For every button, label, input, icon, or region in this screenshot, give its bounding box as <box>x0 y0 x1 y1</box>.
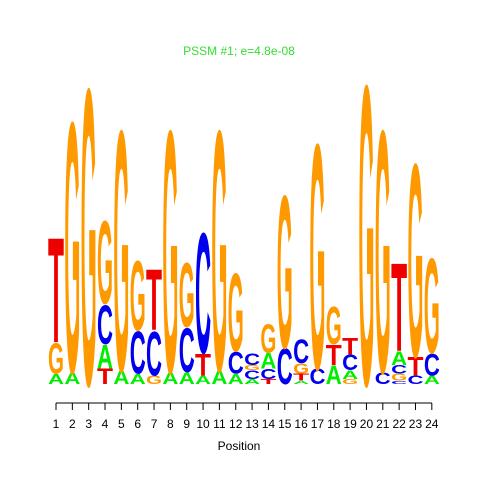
glyph-pos-2-A-0: A <box>64 369 80 388</box>
glyph-pos-9-C-1: C <box>179 316 195 387</box>
glyph-pos-20-G-0: G <box>358 0 374 476</box>
glyph-pos-14-G-3: G <box>260 316 276 362</box>
glyph-pos-23-G-2: G <box>407 106 423 415</box>
glyph-pos-4-T-0: T <box>97 365 113 389</box>
glyph-pos-19-T-3: T <box>342 333 359 360</box>
glyph-pos-13-C-1: C <box>244 368 260 382</box>
glyph-pos-23-T-1: T <box>407 351 423 381</box>
glyph-pos-19-G-0: G <box>342 378 358 386</box>
glyph-pos-6-A-0: A <box>130 371 147 387</box>
glyph-pos-14-T-0: T <box>260 378 276 386</box>
glyph-pos-19-C-2: C <box>342 350 358 375</box>
x-tick-label-12: 12 <box>229 417 243 431</box>
glyph-pos-5-A-0: A <box>113 367 129 388</box>
glyph-pos-1-G-1: G <box>48 335 64 384</box>
glyph-pos-18-T-1: T <box>326 339 342 372</box>
x-tick-label-21: 21 <box>376 417 390 431</box>
x-tick-label-19: 19 <box>343 417 357 431</box>
x-tick-label-14: 14 <box>262 417 276 431</box>
glyph-pos-18-G-2: G <box>326 295 342 356</box>
glyph-pos-11-A-0: A <box>211 367 227 388</box>
glyph-pos-17-C-0: C <box>309 364 325 389</box>
x-tick-label-5: 5 <box>118 417 125 431</box>
x-tick-label-4: 4 <box>102 417 109 431</box>
glyph-pos-6-G-2: G <box>130 241 146 352</box>
glyph-pos-9-A-0: A <box>179 369 195 388</box>
glyph-pos-21-C-0: C <box>375 369 391 388</box>
glyph-pos-8-G-1: G <box>162 60 178 447</box>
x-tick-label-10: 10 <box>196 417 210 431</box>
x-tick-label-2: 2 <box>69 417 76 431</box>
glyph-pos-1-T-2: T <box>48 206 64 375</box>
glyph-pos-10-A-0: A <box>195 373 211 387</box>
glyph-pos-13-G-2: G <box>244 364 260 372</box>
glyph-pos-7-G-0: G <box>146 373 162 387</box>
glyph-pos-5-G-1: G <box>113 58 129 443</box>
x-tick-label-9: 9 <box>183 417 190 431</box>
glyph-pos-14-C-1: C <box>260 366 276 382</box>
glyph-pos-22-T-4: T <box>391 239 407 379</box>
x-tick-label-11: 11 <box>213 417 226 431</box>
glyph-pos-2-G-1: G <box>64 47 80 448</box>
x-tick-label-23: 23 <box>409 417 423 431</box>
x-tick-label-1: 1 <box>53 417 60 431</box>
glyph-pos-4-A-1: A <box>97 339 113 377</box>
glyph-pos-16-T-1: T <box>293 372 309 383</box>
glyph-pos-1-A-0: A <box>48 371 65 387</box>
glyph-pos-4-C-2: C <box>97 294 113 356</box>
glyph-pos-6-C-1: C <box>130 319 146 387</box>
glyph-pos-13-A-0: A <box>244 378 260 386</box>
x-tick-label-24: 24 <box>425 417 439 431</box>
glyph-pos-22-A-3: A <box>391 348 407 369</box>
glyph-pos-3-G-0: G <box>81 0 97 474</box>
x-tick-label-15: 15 <box>278 417 292 431</box>
glyph-pos-22-G-1: G <box>391 372 407 383</box>
x-tick-label-16: 16 <box>294 417 308 431</box>
glyph-pos-12-G-2: G <box>228 249 244 374</box>
glyph-pos-8-A-0: A <box>162 369 178 388</box>
glyph-pos-18-A-0: A <box>326 361 342 390</box>
glyph-pos-11-G-1: G <box>211 58 227 443</box>
x-tick-label-22: 22 <box>392 417 406 431</box>
x-tick-label-8: 8 <box>167 417 174 431</box>
glyph-pos-24-A-0: A <box>424 373 440 387</box>
glyph-pos-24-G-2: G <box>424 230 440 382</box>
glyph-pos-23-C-0: C <box>407 373 423 387</box>
x-tick-label-7: 7 <box>151 417 158 431</box>
glyph-pos-7-C-1: C <box>146 319 162 390</box>
glyph-pos-7-T-2: T <box>146 251 162 349</box>
glyph-pos-22-C-0: C <box>391 380 408 385</box>
glyph-pos-24-C-1: C <box>424 346 440 382</box>
glyph-pos-15-C-0: C <box>277 339 293 396</box>
glyph-pos-16-G-2: G <box>293 360 309 376</box>
glyph-pos-4-G-3: G <box>97 198 113 330</box>
glyph-pos-21-G-1: G <box>375 60 391 447</box>
chart-title: PSSM #1; e=4.8e-08 <box>183 44 295 58</box>
x-tick-label-13: 13 <box>245 417 259 431</box>
x-tick-label-6: 6 <box>134 417 141 431</box>
glyph-pos-9-G-2: G <box>179 245 195 347</box>
glyph-pos-10-C-2: C <box>195 197 211 389</box>
x-tick-label-17: 17 <box>311 417 325 431</box>
glyph-pos-22-C-2: C <box>391 363 407 377</box>
x-axis-title: Position <box>218 439 261 453</box>
glyph-pos-13-C-3: C <box>244 350 260 369</box>
glyph-pos-19-A-1: A <box>342 368 358 382</box>
glyph-pos-12-A-0: A <box>228 371 245 387</box>
x-tick-label-3: 3 <box>85 417 92 431</box>
glyph-pos-17-G-1: G <box>309 78 325 438</box>
glyph-pos-16-C-3: C <box>293 333 309 371</box>
glyph-pos-14-A-2: A <box>260 348 276 373</box>
x-tick-label-18: 18 <box>327 417 341 431</box>
glyph-pos-10-T-1: T <box>195 348 211 383</box>
x-axis: 1 2 3 4 5 6 7 8 9 10 11 12 13 14 15 16 17 18 19 20 21 22 23 24 <box>53 402 439 431</box>
glyph-pos-15-G-1: G <box>277 150 293 394</box>
x-tick-label-20: 20 <box>360 417 374 431</box>
glyph-pos-16-A-0: A <box>293 380 310 385</box>
glyph-pos-12-C-1: C <box>228 345 244 381</box>
